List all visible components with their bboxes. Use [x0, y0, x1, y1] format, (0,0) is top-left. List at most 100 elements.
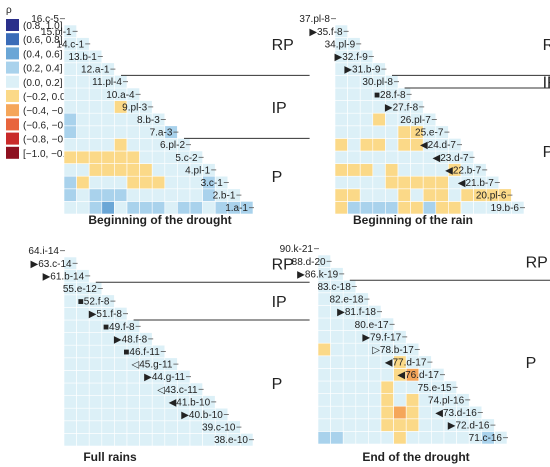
heatmap-cell: [368, 431, 382, 445]
heatmap-cell: [334, 201, 348, 215]
heatmap-cell: [380, 380, 394, 394]
heatmap-cell: [380, 368, 394, 382]
heatmap-cell: [334, 163, 348, 177]
heatmap-cell: [164, 407, 178, 422]
heatmap-cell: [101, 163, 115, 177]
heatmap-cell: [405, 405, 420, 420]
legend-swatch: [6, 146, 19, 159]
legend-label: (−0.4, −0.2]: [23, 106, 74, 117]
heatmap-cell: [151, 150, 166, 164]
heatmap-cell: [189, 433, 203, 447]
panel-title: End of the drought: [362, 450, 469, 464]
variable-label: 26.pl-7: [400, 115, 431, 126]
heatmap-cell: [380, 418, 394, 432]
group-label: RP: [526, 254, 548, 271]
heatmap-cell: [101, 332, 115, 346]
heatmap-cell: [317, 330, 331, 344]
heatmap-cell: [359, 125, 374, 139]
legend-label: (−0.2, 0.0]: [23, 92, 69, 103]
heatmap-cell: [342, 355, 357, 369]
heatmap-cell: [347, 100, 361, 114]
heatmap-cell: [330, 393, 344, 407]
heatmap-cell: [317, 368, 331, 382]
heatmap-cell: [88, 433, 103, 447]
heatmap-cell: [76, 395, 90, 409]
heatmap-cell: [380, 393, 394, 407]
variable-label: 55.e-12: [63, 284, 97, 295]
heatmap-cell: [63, 307, 77, 321]
legend-label: (−0.6, −0.4]: [23, 120, 74, 131]
heatmap-cell: [385, 138, 399, 152]
heatmap-cell: [76, 125, 90, 139]
heatmap-cell: [397, 150, 411, 164]
panel-title: Beginning of the rain: [353, 213, 473, 227]
heatmap-cell: [422, 188, 437, 202]
variable-label: ◀73.d-16: [435, 408, 477, 419]
heatmap-cell: [101, 125, 115, 139]
heatmap-cell: [359, 138, 374, 152]
heatmap-cell: [342, 431, 357, 445]
heatmap-cell: [126, 370, 140, 384]
legend-swatch: [6, 75, 19, 88]
heatmap-cell: [372, 150, 386, 164]
variable-label: ■52.f-8: [78, 297, 110, 308]
heatmap-cell: [126, 150, 140, 164]
group-label: IP: [272, 100, 287, 117]
heatmap-cell: [372, 125, 386, 139]
heatmap-cell: [101, 344, 115, 359]
variable-label: ▶35.f-8: [309, 27, 343, 38]
variable-label: 12.a-1: [81, 65, 110, 76]
group-label: RP: [272, 256, 294, 273]
variable-label: ▶86.k-19: [297, 269, 338, 280]
legend-swatch: [6, 19, 19, 31]
heatmap-cell: [76, 163, 90, 177]
heatmap-panel: 1.a-12.b-1 3.c-1 4.pl-15.c-2 6.pl-27.a-3 8.b…: [31, 14, 310, 227]
heatmap-cell: [76, 319, 90, 333]
heatmap-cell: [88, 370, 103, 384]
heatmap-cell: [139, 150, 153, 164]
variable-label: 90.k-21: [280, 244, 314, 255]
heatmap-cell: [101, 433, 115, 447]
heatmap-cell: [139, 188, 153, 202]
variable-label: 38.e-10: [214, 435, 248, 446]
heatmap-cell: [76, 138, 90, 152]
heatmap-cell: [435, 188, 449, 202]
heatmap-cell: [456, 431, 470, 445]
heatmap-cell: [347, 175, 361, 190]
variable-label: ■46.f-11: [123, 347, 160, 358]
heatmap-cell: [393, 431, 407, 445]
legend-label: [−1.0, −0.8]: [23, 149, 74, 160]
heatmap-cell: [448, 188, 462, 202]
heatmap-cell: [114, 433, 128, 447]
variable-label: 9.pl-3: [122, 102, 147, 113]
heatmap-cell: [359, 163, 374, 177]
heatmap-cell: [101, 357, 115, 371]
heatmap-cell: [460, 188, 474, 202]
heatmap-cell: [63, 294, 77, 308]
variable-label: 71.c-16: [469, 433, 503, 444]
legend-swatch: [6, 104, 19, 117]
heatmap-cell: [385, 188, 399, 202]
heatmap-cell: [88, 357, 103, 371]
heatmap-cell: [76, 370, 90, 384]
heatmap-cell: [330, 330, 344, 344]
heatmap-cell: [347, 150, 361, 164]
group-label: IP: [272, 294, 287, 311]
heatmap-cell: [101, 175, 115, 190]
heatmap-cell: [385, 175, 399, 190]
heatmap-cell: [88, 344, 103, 359]
heatmap-cell: [126, 125, 140, 139]
heatmap-cell: [380, 405, 394, 420]
variable-label: ▶40.b-10: [181, 410, 223, 421]
heatmap-cell: [368, 380, 382, 394]
heatmap-cell: [393, 393, 407, 407]
heatmap-cell: [88, 175, 103, 190]
variable-label: 10.a-4: [106, 90, 135, 101]
heatmap-cell: [317, 342, 331, 357]
heatmap-cell: [342, 393, 357, 407]
heatmap-cell: [385, 112, 399, 127]
group-label: RP: [543, 37, 550, 54]
heatmap-cell: [372, 100, 386, 114]
heatmap-cell: [151, 407, 166, 422]
